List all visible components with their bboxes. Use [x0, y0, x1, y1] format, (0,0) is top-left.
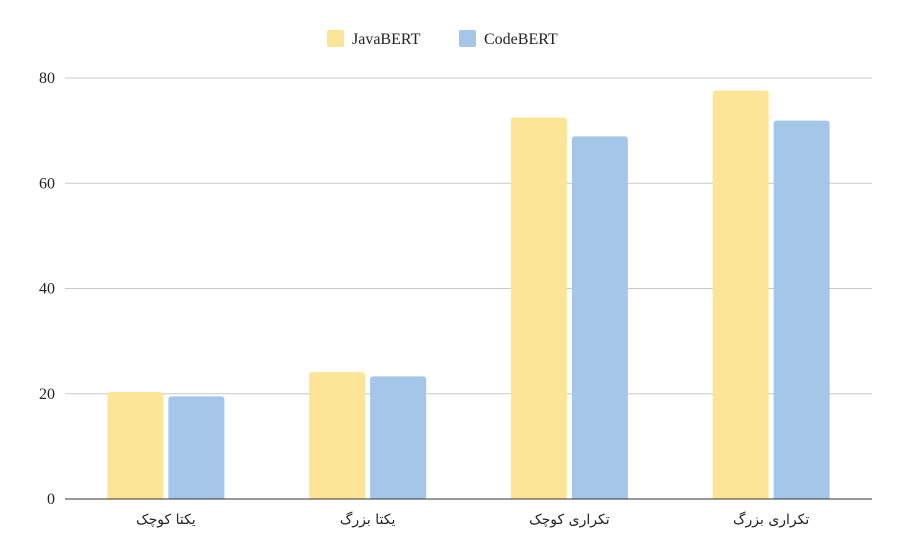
legend-swatch-javabert: [327, 30, 344, 47]
x-category-label: تکراری بزرگ: [733, 510, 809, 528]
y-tick-label: 20: [39, 386, 55, 403]
y-tick-label: 60: [39, 175, 55, 192]
bar-javabert-3: [712, 90, 769, 499]
y-tick-label: 40: [39, 281, 55, 298]
x-category-label: یکتا بزرگ: [340, 510, 396, 528]
bar-codebert-3: [773, 120, 830, 499]
legend-swatch-codebert: [459, 30, 476, 47]
x-category-label: یکتا کوچک: [136, 512, 196, 528]
bars: [107, 90, 830, 499]
bar-javabert-2: [510, 117, 567, 499]
legend-label-javabert: JavaBERT: [352, 31, 421, 48]
y-axis-ticks: 0 20 40 60 80: [39, 70, 55, 508]
bar-javabert-0: [107, 392, 164, 499]
legend: JavaBERT CodeBERT: [327, 30, 558, 48]
y-tick-label: 80: [39, 70, 55, 87]
x-axis-ticks: یکتا کوچک یکتا بزرگ تکراری کوچک تکراری بزرگ: [136, 510, 809, 528]
y-tick-label: 0: [47, 491, 55, 508]
bar-javabert-1: [309, 372, 366, 499]
bar-codebert-0: [168, 396, 225, 499]
legend-label-codebert: CodeBERT: [484, 31, 558, 48]
bar-codebert-1: [370, 376, 427, 499]
x-category-label: تکراری کوچک: [529, 512, 610, 528]
bar-codebert-2: [571, 136, 628, 499]
